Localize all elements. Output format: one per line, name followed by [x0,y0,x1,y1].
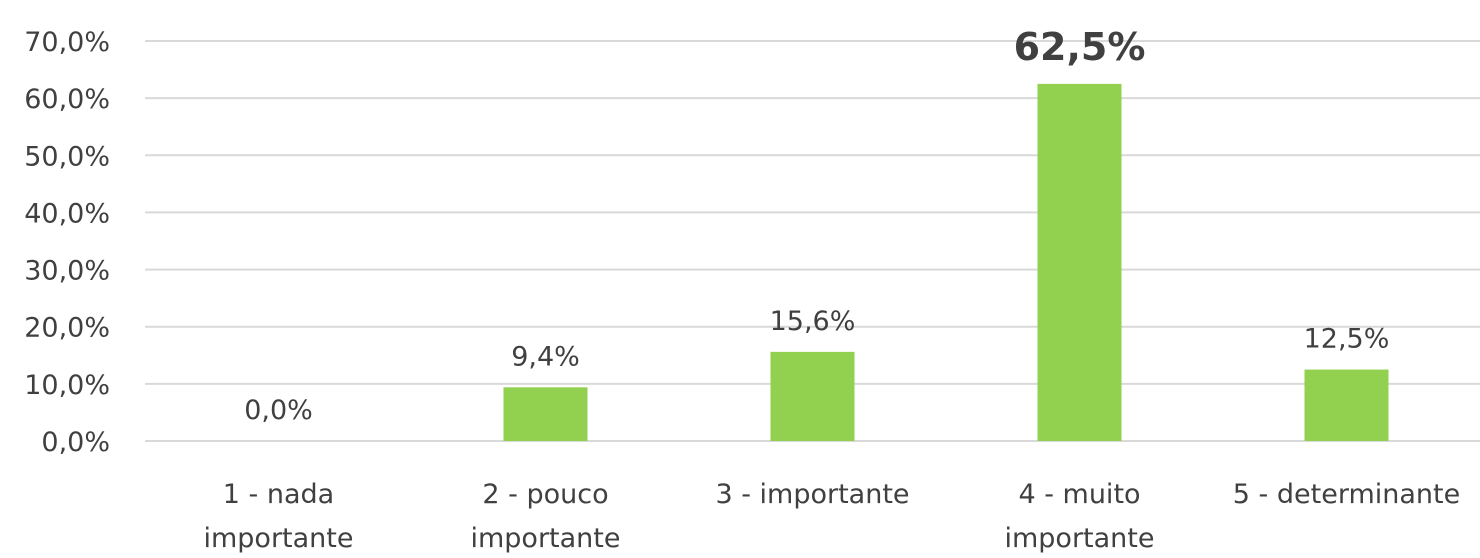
y-tick-label: 10,0% [24,370,110,401]
x-axis-category-labels: 1 - nada importante 2 - pouco importante 3 -… [203,479,1460,554]
x-category-label: 4 - muito importante [1004,479,1154,554]
y-tick-label: 60,0% [24,84,110,115]
data-label: 62,5% [1014,25,1146,69]
gridlines [145,40,1480,442]
x-category-label: 3 - importante [715,479,909,510]
x-category-label-line: importante [1004,523,1154,554]
bar [503,387,588,441]
data-label: 0,0% [244,395,313,426]
y-tick-label: 40,0% [24,198,110,229]
data-label: 15,6% [770,306,856,337]
data-labels: 0,0% 9,4% 15,6% 62,5% 12,5% [244,25,1389,426]
x-category-label-line: 1 - nada [223,479,334,510]
data-label: 9,4% [511,341,580,372]
y-tick-label: 30,0% [24,256,110,287]
bar [1037,83,1122,441]
y-tick-label: 50,0% [24,141,110,172]
y-axis-tick-labels: 0,0% 10,0% 20,0% 30,0% 40,0% 50,0% 60,0% 70,0% [24,27,110,458]
data-label: 12,5% [1304,324,1390,355]
x-category-label-line: 4 - muito [1018,479,1140,510]
y-tick-label: 20,0% [24,313,110,344]
bar [770,351,855,441]
x-category-label: 1 - nada importante [203,479,353,554]
bars [503,83,1389,441]
x-category-label-line: 5 - determinante [1233,479,1460,510]
x-category-label-line: 3 - importante [715,479,909,510]
y-tick-label: 70,0% [24,27,110,58]
y-tick-label: 0,0% [41,427,110,458]
x-category-label: 5 - determinante [1233,479,1460,510]
x-category-label-line: importante [203,523,353,554]
x-category-label-line: importante [470,523,620,554]
x-category-label: 2 - pouco importante [470,479,620,554]
x-category-label-line: 2 - pouco [482,479,608,510]
bar [1304,369,1389,441]
